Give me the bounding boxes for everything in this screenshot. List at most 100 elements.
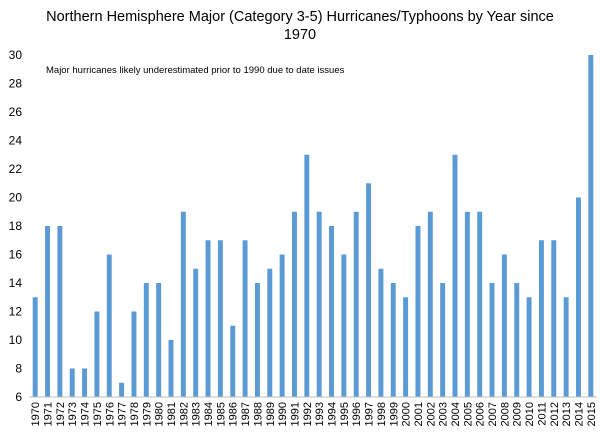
x-tick-label: 1982 (178, 402, 190, 426)
x-tick-label: 1972 (55, 402, 67, 426)
x-tick-label: 1993 (314, 402, 326, 426)
bar (329, 226, 334, 397)
x-tick-label: 1997 (364, 402, 376, 426)
bar (403, 297, 409, 397)
bar (168, 340, 174, 397)
bar (477, 211, 483, 397)
bar (464, 211, 470, 397)
x-tick-label: 1998 (376, 402, 388, 426)
x-tick-label: 1981 (166, 402, 178, 426)
bar (415, 226, 421, 397)
x-tick-label: 2015 (586, 402, 598, 426)
bar (106, 254, 112, 397)
y-tick-label: 10 (9, 333, 23, 347)
x-tick-label: 1994 (327, 402, 339, 426)
x-tick-label: 1995 (339, 402, 351, 426)
bar (341, 254, 347, 397)
x-tick-label: 1989 (265, 402, 277, 426)
bar (32, 297, 38, 397)
x-tick-label: 2011 (536, 402, 548, 426)
y-tick-label: 16 (9, 248, 23, 262)
bar (353, 211, 359, 397)
y-tick-label: 26 (9, 105, 23, 119)
bar (427, 211, 433, 397)
x-tick-label: 1986 (228, 402, 240, 426)
y-tick-label: 8 (15, 362, 22, 376)
bar (217, 240, 223, 397)
y-tick-label: 12 (9, 305, 23, 319)
bar (279, 254, 285, 397)
y-tick-label: 20 (9, 191, 23, 205)
x-tick-label: 1991 (289, 402, 301, 426)
chart-title-line-1: Northern Hemisphere Major (Category 3-5)… (46, 9, 554, 25)
x-tick-label: 1990 (277, 402, 289, 426)
x-tick-label: 2007 (487, 402, 499, 426)
x-tick-label: 1987 (240, 402, 252, 426)
x-tick-label: 2010 (524, 402, 536, 426)
bar (452, 154, 458, 397)
x-tick-label: 2014 (573, 402, 585, 426)
x-tick-label: 1992 (302, 402, 314, 426)
bar (242, 240, 248, 397)
bar (576, 197, 581, 397)
y-tick-label: 30 (9, 48, 23, 62)
bar (563, 297, 569, 397)
y-tick-label: 22 (9, 162, 23, 176)
bar (131, 311, 137, 397)
x-tick-label: 1984 (203, 402, 215, 426)
bar (205, 240, 211, 397)
x-tick-label: 1983 (191, 402, 203, 426)
bar (390, 283, 396, 397)
x-tick-label: 1978 (129, 402, 141, 426)
x-tick-label: 2000 (401, 402, 413, 426)
x-tick-label: 1975 (92, 402, 104, 426)
x-tick-label: 2003 (438, 402, 450, 426)
x-tick-label: 2006 (475, 402, 487, 426)
y-tick-label: 6 (15, 390, 22, 404)
chart-annotation: Major hurricanes likely underestimated p… (46, 65, 345, 76)
y-tick-label: 18 (9, 219, 23, 233)
bar (538, 240, 544, 397)
bar (588, 55, 594, 397)
x-tick-label: 2008 (499, 402, 511, 426)
bar (119, 382, 125, 397)
bar (156, 283, 162, 397)
bar (292, 211, 297, 397)
bar (57, 226, 63, 397)
x-tick-label: 2012 (549, 402, 561, 426)
x-tick-label: 2002 (425, 402, 437, 426)
bar (489, 283, 495, 397)
x-tick-label: 2005 (462, 402, 474, 426)
x-tick-label: 2001 (413, 402, 425, 426)
x-tick-label: 1985 (215, 402, 227, 426)
bar (304, 154, 310, 397)
bar (254, 283, 260, 397)
x-tick-label: 1980 (154, 402, 166, 426)
x-axis: 1970 1971 1972 1973 1974 1975 1976 1977 1978 1979… (30, 402, 598, 426)
x-tick-label: 2009 (512, 402, 524, 426)
x-tick-label: 2013 (561, 402, 573, 426)
bar (94, 311, 100, 397)
bar (143, 283, 149, 397)
bar (82, 368, 88, 397)
x-tick-label: 1973 (67, 402, 79, 426)
bar (378, 268, 384, 397)
x-tick-label: 1974 (80, 402, 92, 426)
x-tick-label: 1977 (117, 402, 129, 426)
x-tick-label: 2004 (450, 402, 462, 426)
bar (316, 211, 322, 397)
x-tick-label: 1970 (30, 402, 42, 426)
bar (526, 297, 532, 397)
bar (45, 226, 50, 397)
y-tick-label: 14 (9, 276, 23, 290)
bar (514, 283, 520, 397)
y-tick-label: 28 (9, 77, 23, 91)
bar (180, 211, 186, 397)
bar (69, 368, 75, 397)
y-tick-label: 24 (9, 134, 23, 148)
bar-series (32, 55, 594, 397)
x-tick-label: 1979 (141, 402, 153, 426)
x-tick-label: 1976 (104, 402, 116, 426)
